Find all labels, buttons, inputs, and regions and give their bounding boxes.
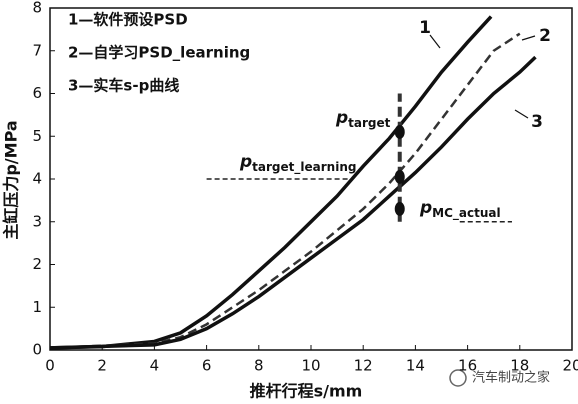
y-tick-label: 4	[32, 170, 42, 188]
x-tick-label: 18	[510, 357, 529, 375]
watermark-icon	[449, 369, 467, 387]
x-tick-label: 14	[406, 357, 425, 375]
marker-label-sub: MC_actual	[432, 206, 500, 221]
line-series	[49, 15, 493, 350]
watermark: 汽车制动之家	[472, 370, 550, 386]
leader-line	[429, 34, 441, 49]
marker-point	[394, 169, 405, 184]
y-tick-label: 6	[32, 84, 42, 102]
y-tick-label: 1	[32, 298, 42, 316]
annotation: 3—实车s-p曲线	[68, 77, 179, 95]
x-tick-label: 16	[458, 357, 477, 375]
y-tick-label: 3	[32, 212, 42, 230]
y-tick-label: 0	[32, 341, 42, 359]
marker-label-sub: target	[348, 116, 390, 130]
line-series	[49, 55, 537, 350]
marker-label: ptarget_learning	[239, 152, 356, 175]
marker-label: pMC_actual	[419, 198, 501, 221]
x-tick-label: 4	[150, 357, 160, 375]
y-tick-label: 2	[32, 255, 42, 273]
x-tick-label: 20	[562, 357, 578, 375]
y-tick-label: 7	[32, 41, 42, 59]
x-tick-label: 6	[202, 357, 212, 375]
series-label: 1	[419, 18, 431, 38]
marker-label-main: p	[239, 152, 252, 172]
marker-label-main: p	[335, 108, 348, 128]
series-label: 3	[531, 112, 543, 132]
leader-line	[521, 35, 536, 41]
y-axis-label: 主缸压力p/MPa	[2, 120, 21, 239]
marker-point	[394, 124, 405, 139]
y-tick-label: 8	[32, 0, 42, 17]
marker-label: ptarget	[335, 108, 391, 130]
annotation: 2—自学习PSD_learning	[68, 44, 250, 62]
marker-label-sub: target_learning	[252, 160, 356, 175]
y-tick-label: 5	[32, 127, 42, 145]
x-tick-label: 2	[97, 357, 107, 375]
series-label: 2	[539, 26, 551, 46]
x-tick-label: 8	[254, 357, 264, 375]
annotation: 1—软件预设PSD	[68, 11, 188, 29]
leader-line	[514, 109, 529, 119]
marker-point	[394, 201, 405, 216]
x-tick-label: 10	[301, 357, 320, 375]
marker-label-main: p	[419, 198, 432, 218]
x-axis-label: 推杆行程s/mm	[250, 382, 363, 401]
x-tick-label: 0	[45, 357, 55, 375]
x-tick-label: 12	[354, 357, 373, 375]
line-series	[49, 32, 521, 350]
